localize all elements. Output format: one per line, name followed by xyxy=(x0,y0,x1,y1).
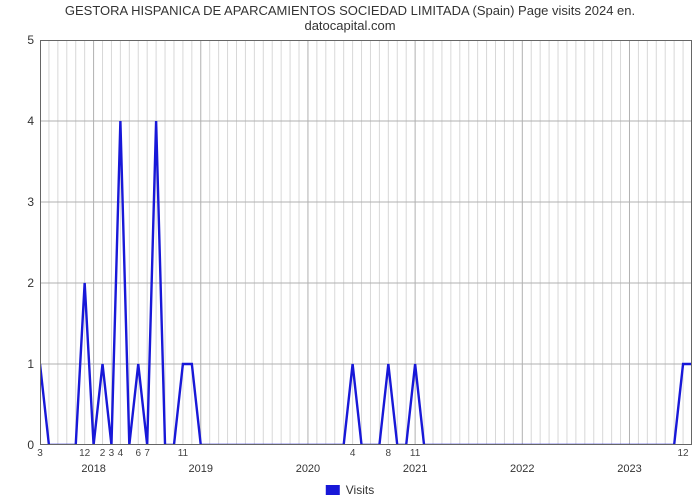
x-tick-label: 4 xyxy=(350,448,356,459)
chart-title-line1: GESTORA HISPANICA DE APARCAMIENTOS SOCIE… xyxy=(30,4,670,19)
chart-title: GESTORA HISPANICA DE APARCAMIENTOS SOCIE… xyxy=(30,4,670,34)
legend-label: Visits xyxy=(346,483,374,497)
x-tick-label: 3 xyxy=(37,448,43,459)
legend: Visits xyxy=(326,483,374,497)
x-year-label: 2018 xyxy=(81,463,105,475)
y-tick-label: 3 xyxy=(27,195,34,209)
x-tick-label: 2 xyxy=(100,448,106,459)
plot-area xyxy=(40,40,692,445)
plot-svg xyxy=(40,40,692,445)
legend-swatch xyxy=(326,485,340,495)
x-year-label: 2023 xyxy=(617,463,641,475)
x-year-label: 2022 xyxy=(510,463,534,475)
x-tick-label: 6 xyxy=(135,448,141,459)
x-tick-label: 3 xyxy=(109,448,115,459)
x-year-label: 2019 xyxy=(189,463,213,475)
x-tick-label: 4 xyxy=(118,448,124,459)
line-chart: GESTORA HISPANICA DE APARCAMIENTOS SOCIE… xyxy=(0,0,700,500)
y-tick-label: 5 xyxy=(27,33,34,47)
y-tick-label: 0 xyxy=(27,438,34,452)
y-tick-label: 1 xyxy=(27,357,34,371)
y-tick-label: 4 xyxy=(27,114,34,128)
x-tick-label: 11 xyxy=(178,448,188,459)
x-year-label: 2020 xyxy=(296,463,320,475)
y-tick-label: 2 xyxy=(27,276,34,290)
x-year-label: 2021 xyxy=(403,463,427,475)
x-tick-label: 11 xyxy=(410,448,420,459)
chart-title-line2: datocapital.com xyxy=(30,19,670,34)
x-tick-label: 8 xyxy=(386,448,392,459)
x-tick-label: 7 xyxy=(144,448,150,459)
x-tick-label: 12 xyxy=(678,448,689,459)
x-tick-label: 12 xyxy=(79,448,90,459)
